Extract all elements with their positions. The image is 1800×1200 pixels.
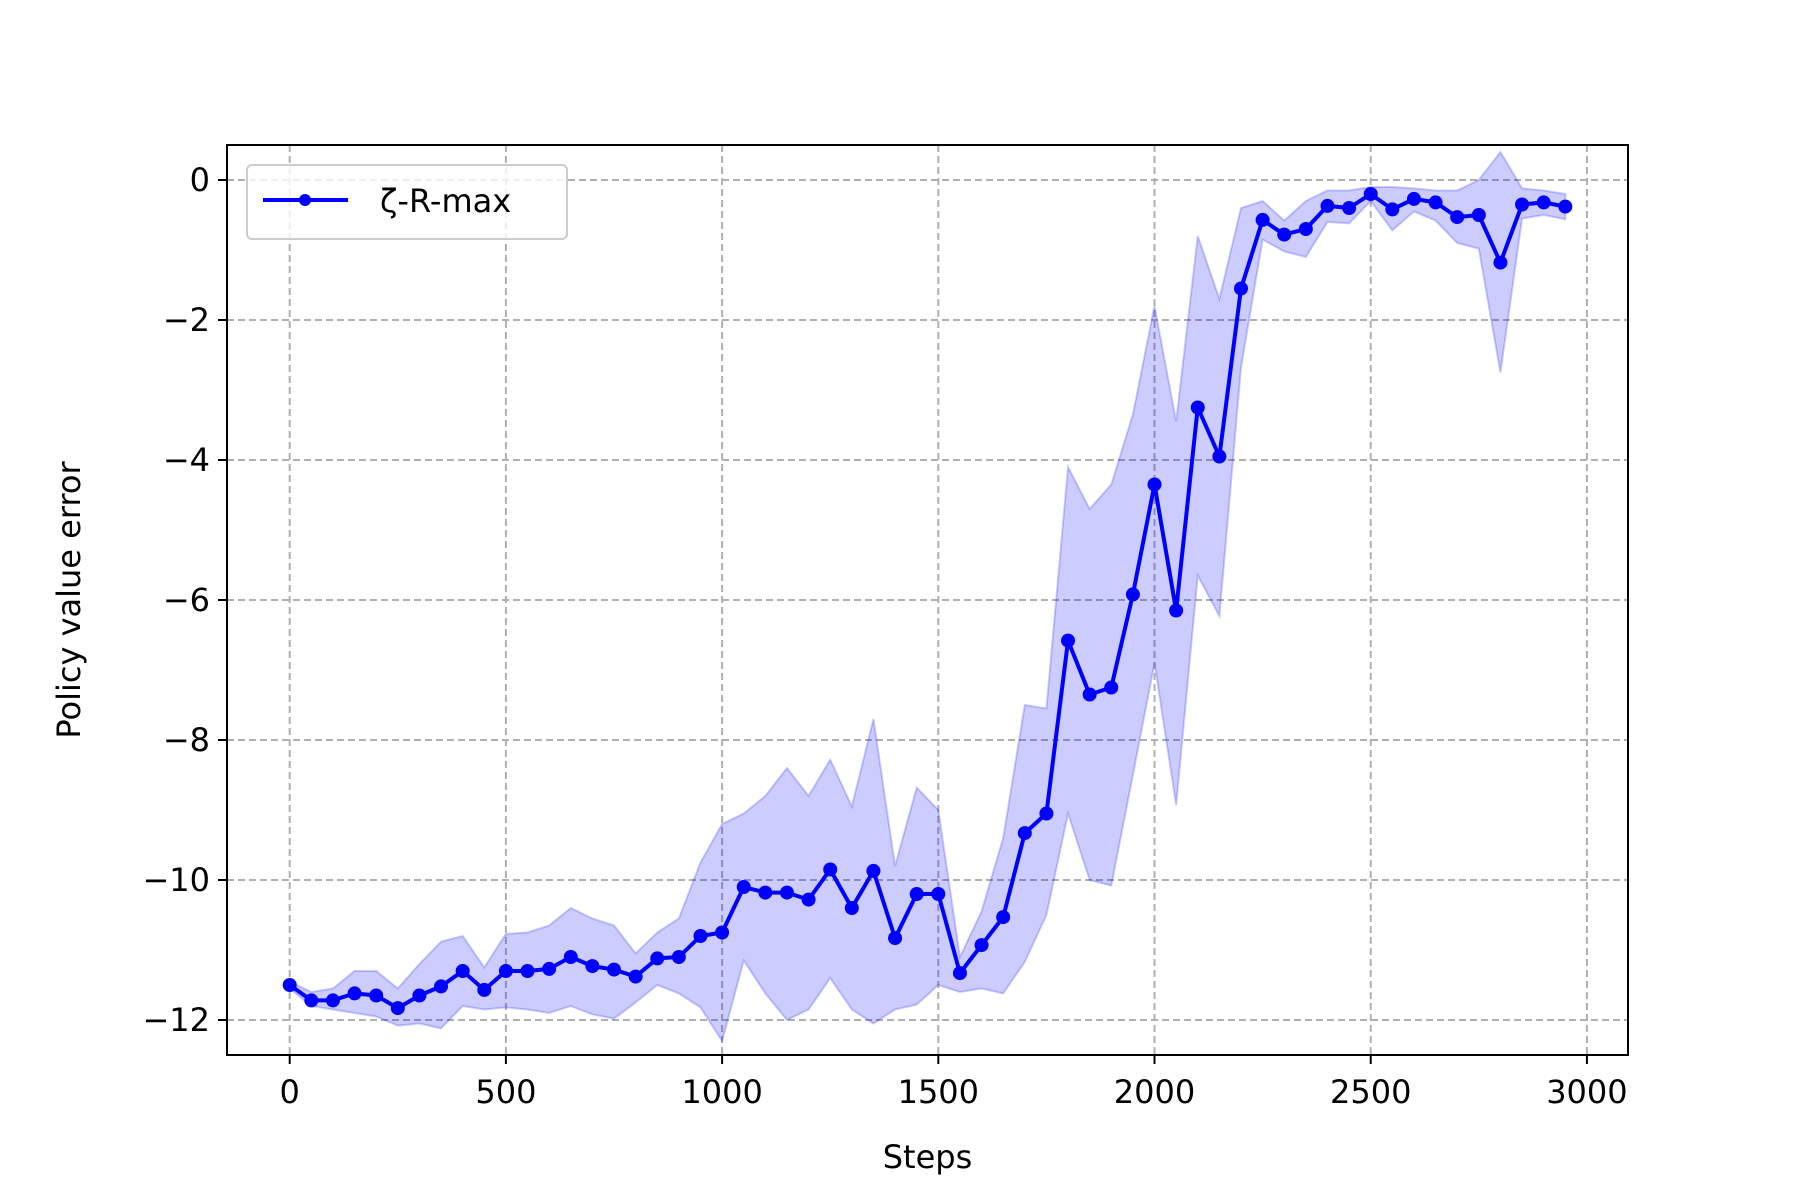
x-axis-ticks: 0 500 1000 1500 2000 2500 3000 — [280, 1055, 1628, 1111]
data-point — [758, 885, 773, 900]
data-point — [1363, 187, 1378, 201]
data-point — [715, 925, 730, 940]
data-point — [1277, 227, 1292, 242]
data-point — [671, 950, 686, 964]
x-tick-label: 3000 — [1546, 1073, 1627, 1111]
data-point — [607, 962, 622, 977]
x-tick-label: 2500 — [1330, 1073, 1411, 1111]
data-point — [1471, 208, 1486, 222]
data-point — [693, 929, 708, 943]
y-tick-label: −8 — [163, 721, 210, 759]
data-point — [304, 993, 319, 1008]
data-point — [1493, 255, 1508, 270]
y-tick-label: −2 — [163, 301, 210, 339]
x-axis-label: Steps — [883, 1138, 973, 1176]
y-tick-label: −6 — [163, 581, 210, 619]
data-point — [390, 1001, 405, 1016]
data-point — [1342, 201, 1357, 215]
data-point — [1233, 281, 1248, 296]
legend-box — [246, 164, 568, 240]
data-point — [736, 880, 751, 894]
data-point — [1536, 195, 1551, 210]
data-point — [1406, 191, 1421, 206]
data-point — [498, 964, 513, 978]
data-point — [1190, 400, 1205, 415]
y-tick-label: 0 — [190, 161, 210, 199]
x-tick-label: 1000 — [681, 1073, 762, 1111]
x-tick-label: 0 — [280, 1073, 300, 1111]
data-point — [1428, 195, 1443, 210]
legend-marker-sample — [299, 194, 311, 206]
data-point — [1255, 212, 1270, 227]
data-point — [1320, 198, 1335, 213]
confidence-band — [288, 150, 1567, 1044]
x-tick-label: 2000 — [1114, 1073, 1195, 1111]
data-point — [1298, 222, 1313, 236]
data-point — [628, 969, 643, 984]
data-point — [369, 988, 384, 1003]
data-point — [650, 951, 665, 966]
data-point — [866, 863, 881, 878]
data-point — [779, 885, 794, 900]
legend-label: ζ-R-max — [380, 182, 511, 220]
y-tick-label: −12 — [142, 1001, 210, 1039]
y-tick-label: −4 — [163, 441, 210, 479]
data-point — [974, 938, 989, 953]
data-point — [325, 993, 340, 1008]
x-tick-label: 500 — [475, 1073, 536, 1111]
data-point — [823, 862, 838, 877]
data-point — [412, 988, 427, 1003]
data-point — [1039, 806, 1054, 821]
data-point — [801, 892, 816, 907]
data-point — [347, 986, 362, 1001]
data-point — [1515, 197, 1530, 212]
data-point — [477, 982, 492, 997]
data-point — [844, 901, 859, 915]
data-point — [888, 931, 903, 946]
data-point — [282, 978, 297, 992]
data-point — [1017, 826, 1032, 841]
x-tick-label: 1500 — [898, 1073, 979, 1111]
data-point — [1147, 477, 1162, 492]
data-point — [585, 959, 600, 974]
confidence-band-layer — [288, 150, 1567, 1044]
y-axis-label: Policy value error — [50, 461, 88, 739]
data-point — [909, 887, 924, 901]
grid — [227, 145, 1628, 1055]
data-point — [1061, 633, 1076, 648]
data-point — [563, 950, 578, 964]
data-point — [996, 910, 1011, 925]
data-point — [1450, 210, 1465, 225]
data-point — [1169, 603, 1184, 618]
data-point — [1082, 687, 1097, 702]
data-point — [1104, 680, 1119, 695]
data-point — [434, 979, 449, 994]
data-point — [520, 964, 535, 978]
data-point — [931, 887, 946, 901]
data-point — [1212, 449, 1227, 464]
data-point — [1125, 587, 1140, 602]
data-point — [455, 964, 470, 978]
data-point — [1385, 202, 1400, 217]
data-point — [1558, 199, 1573, 214]
y-tick-label: −10 — [142, 861, 210, 899]
legend: ζ-R-max — [246, 164, 568, 240]
series-markers-layer — [282, 187, 1573, 1016]
y-axis-ticks: 0 −2 −4 −6 −8 −10 −12 — [142, 161, 227, 1039]
data-point — [952, 966, 967, 981]
data-point — [542, 961, 557, 976]
